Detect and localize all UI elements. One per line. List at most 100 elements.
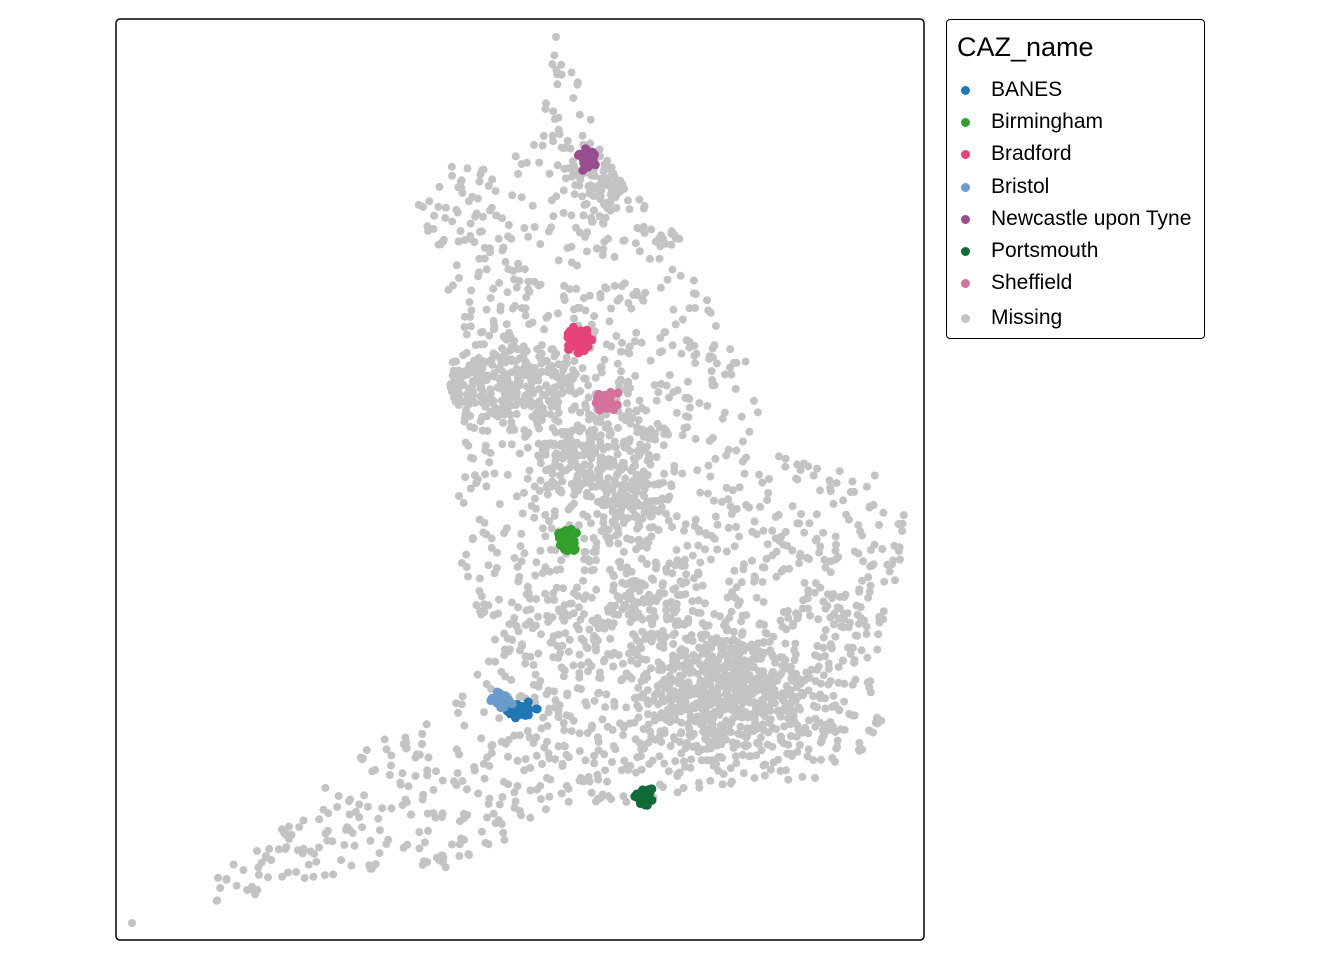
missing-point bbox=[840, 679, 849, 688]
missing-point bbox=[365, 861, 374, 870]
sheffield-point bbox=[606, 391, 615, 401]
missing-point bbox=[539, 524, 547, 533]
missing-point bbox=[452, 699, 461, 708]
missing-point bbox=[655, 507, 663, 516]
missing-point bbox=[701, 599, 709, 608]
missing-point bbox=[626, 761, 635, 770]
missing-point bbox=[745, 752, 754, 761]
missing-point bbox=[629, 584, 637, 593]
missing-point bbox=[880, 577, 889, 586]
missing-point bbox=[577, 634, 586, 643]
missing-point bbox=[606, 565, 614, 574]
missing-point bbox=[382, 745, 391, 754]
missing-point bbox=[544, 687, 553, 696]
missing-point bbox=[495, 595, 503, 604]
missing-point bbox=[891, 576, 899, 585]
missing-point bbox=[826, 557, 835, 566]
missing-point bbox=[520, 265, 529, 274]
missing-point bbox=[673, 788, 682, 797]
missing-point bbox=[581, 548, 590, 556]
missing-point bbox=[559, 365, 568, 374]
missing-point bbox=[536, 677, 545, 686]
missing-point bbox=[668, 341, 677, 350]
missing-point bbox=[661, 605, 670, 614]
missing-point bbox=[582, 701, 591, 710]
legend-label: Birmingham bbox=[991, 110, 1104, 133]
missing-point bbox=[831, 532, 840, 541]
portsmouth-point bbox=[645, 784, 655, 794]
missing-point bbox=[421, 838, 429, 847]
missing-point bbox=[432, 767, 440, 776]
missing-point bbox=[504, 221, 513, 229]
missing-point bbox=[476, 227, 484, 236]
missing-point bbox=[497, 396, 506, 405]
missing-point bbox=[685, 731, 694, 739]
missing-point bbox=[816, 486, 824, 495]
missing-point bbox=[711, 322, 720, 331]
missing-point bbox=[727, 370, 736, 379]
missing-point bbox=[567, 68, 576, 77]
missing-point bbox=[590, 696, 599, 705]
missing-point bbox=[320, 871, 329, 880]
missing-point bbox=[449, 366, 458, 375]
missing-point bbox=[552, 566, 561, 574]
missing-point bbox=[798, 772, 807, 781]
missing-point bbox=[456, 227, 465, 235]
missing-point bbox=[557, 60, 566, 69]
missing-point bbox=[695, 525, 704, 534]
missing-point bbox=[611, 601, 619, 610]
missing-point bbox=[500, 529, 509, 538]
missing-point bbox=[599, 513, 608, 521]
missing-point bbox=[691, 359, 700, 368]
missing-point bbox=[752, 751, 761, 760]
missing-point bbox=[581, 756, 590, 765]
missing-point bbox=[730, 566, 739, 575]
missing-point bbox=[706, 776, 715, 785]
missing-point bbox=[729, 627, 738, 636]
missing-point bbox=[732, 358, 741, 367]
missing-point bbox=[565, 635, 574, 644]
missing-point bbox=[630, 694, 639, 703]
missing-point bbox=[727, 607, 736, 616]
missing-point bbox=[541, 510, 550, 519]
missing-point bbox=[591, 556, 600, 565]
missing-point bbox=[625, 349, 634, 358]
missing-point bbox=[749, 396, 758, 405]
missing-point bbox=[575, 181, 584, 190]
missing-point bbox=[607, 342, 616, 351]
legend-label: Sheffield bbox=[991, 271, 1073, 294]
missing-point bbox=[829, 726, 837, 735]
missing-point bbox=[638, 615, 647, 624]
missing-point bbox=[620, 601, 629, 610]
missing-point bbox=[694, 541, 703, 550]
missing-point bbox=[489, 325, 498, 334]
missing-point bbox=[711, 733, 720, 742]
missing-point bbox=[739, 769, 748, 778]
missing-point bbox=[814, 615, 823, 624]
missing-point bbox=[631, 606, 640, 615]
missing-point bbox=[472, 479, 481, 488]
missing-point bbox=[467, 286, 476, 295]
missing-point bbox=[599, 245, 608, 254]
missing-point bbox=[591, 373, 600, 382]
missing-point bbox=[641, 288, 650, 297]
missing-point bbox=[466, 219, 475, 228]
missing-point bbox=[793, 460, 802, 469]
missing-point bbox=[832, 540, 840, 549]
missing-point bbox=[677, 349, 686, 358]
missing-point bbox=[545, 169, 554, 178]
missing-point bbox=[596, 414, 605, 423]
missing-point bbox=[554, 713, 563, 721]
missing-point bbox=[632, 768, 640, 777]
missing-point bbox=[793, 519, 802, 528]
missing-point bbox=[707, 555, 715, 564]
missing-point bbox=[759, 598, 768, 606]
missing-point bbox=[781, 462, 790, 471]
missing-point bbox=[387, 804, 396, 813]
missing-point bbox=[732, 523, 741, 531]
missing-point bbox=[624, 594, 633, 603]
missing-point bbox=[477, 610, 486, 619]
missing-point bbox=[402, 798, 411, 807]
missing-point bbox=[499, 828, 508, 837]
missing-point bbox=[477, 734, 486, 743]
